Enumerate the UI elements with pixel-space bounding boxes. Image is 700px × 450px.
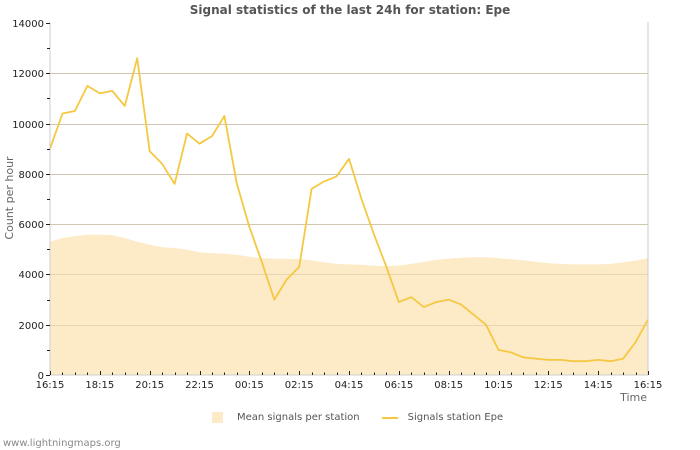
legend-label-mean: Mean signals per station [237, 412, 360, 423]
svg-text:12000: 12000 [12, 69, 44, 80]
svg-text:10000: 10000 [12, 120, 44, 131]
svg-text:6000: 6000 [19, 220, 44, 231]
svg-text:00:15: 00:15 [235, 380, 264, 391]
svg-text:22:15: 22:15 [185, 380, 214, 391]
svg-text:16:15: 16:15 [36, 380, 65, 391]
svg-text:06:15: 06:15 [384, 380, 413, 391]
gridlines-over-area [50, 73, 648, 326]
area-swatch-icon [212, 412, 223, 423]
svg-text:16:15: 16:15 [634, 380, 663, 391]
svg-text:8000: 8000 [19, 170, 44, 181]
svg-text:10:15: 10:15 [484, 380, 513, 391]
svg-text:14000: 14000 [12, 19, 44, 30]
source-link[interactable]: www.lightningmaps.org [3, 438, 121, 449]
chart-title: Signal statistics of the last 24h for st… [189, 3, 511, 17]
mean-signals-area [50, 234, 648, 375]
svg-text:04:15: 04:15 [335, 380, 364, 391]
legend-item-station[interactable]: Signals station Epe [381, 412, 504, 423]
station-signals-line [49, 57, 649, 363]
legend-label-station: Signals station Epe [407, 412, 504, 423]
svg-text:2000: 2000 [19, 321, 44, 332]
line-swatch-icon [381, 416, 398, 419]
svg-text:08:15: 08:15 [434, 380, 463, 391]
svg-text:12:15: 12:15 [534, 380, 563, 391]
svg-text:02:15: 02:15 [285, 380, 314, 391]
x-axis-title: Time [619, 391, 647, 404]
svg-text:14:15: 14:15 [584, 380, 613, 391]
svg-text:4000: 4000 [19, 270, 44, 281]
x-axis-ticks: 16:15 18:15 20:15 22:15 00:15 02:15 04:15 06:15… [36, 371, 663, 391]
legend-item-mean[interactable]: Mean signals per station [212, 412, 360, 423]
svg-text:18:15: 18:15 [85, 380, 114, 391]
y-axis-title: Count per hour [3, 156, 16, 240]
legend: Mean signals per station Signals station… [212, 412, 525, 423]
svg-text:0: 0 [38, 371, 44, 382]
y-axis-ticks: 0 2000 4000 6000 8000 10000 12000 14000 [12, 19, 50, 382]
svg-text:20:15: 20:15 [135, 380, 164, 391]
